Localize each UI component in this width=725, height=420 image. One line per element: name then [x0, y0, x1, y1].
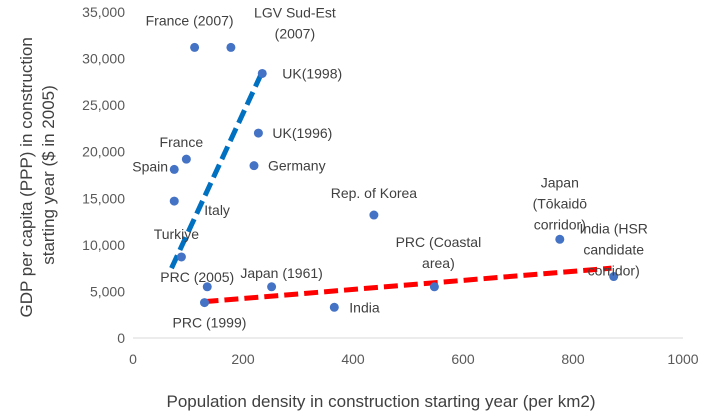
point-label-line: UK(1996) [272, 125, 332, 141]
y-axis-title-line-2: starting year ($ in 2005) [39, 85, 58, 265]
point-label-line: candidate [583, 242, 644, 258]
data-point [249, 161, 259, 171]
point-label-line: PRC (Coastal [396, 234, 482, 250]
point-label-line: France (2007) [146, 12, 234, 28]
point-label: Rep. of Korea [331, 185, 418, 201]
data-point [253, 128, 263, 138]
point-label-line: LGV Sud-Est [254, 4, 336, 20]
y-tick-label: 15,000 [82, 190, 125, 206]
x-tick-label: 800 [561, 351, 585, 367]
point-label-line: Rep. of Korea [331, 185, 418, 201]
data-point [202, 282, 212, 292]
data-point [226, 42, 236, 52]
point-label-line: area) [422, 255, 455, 271]
y-axis-title-line-1: GDP per capita (PPP) in construction [17, 37, 36, 317]
x-tick-labels: 0 200 400 600 800 1000 [129, 351, 699, 367]
point-label-line: France [160, 134, 204, 150]
data-point [169, 196, 179, 206]
x-axis-title: Population density in construction start… [167, 392, 596, 411]
x-tick-label: 400 [341, 351, 365, 367]
data-point [190, 42, 200, 52]
point-label: PRC (2005) [160, 269, 234, 285]
point-label: Turkiye [154, 226, 200, 242]
point-label-line: PRC (2005) [160, 269, 234, 285]
point-label: France [160, 134, 204, 150]
trendline [204, 265, 612, 305]
y-tick-label: 35,000 [82, 4, 125, 20]
point-label: Japan (1961) [240, 265, 323, 281]
point-label-line: corridor) [534, 216, 586, 232]
data-point [200, 298, 209, 308]
point-label: Spain [132, 158, 168, 174]
trendlines [169, 74, 612, 305]
data-point [429, 282, 439, 292]
data-point [609, 272, 619, 282]
y-tick-label: 0 [117, 330, 125, 346]
x-tick-label: 600 [451, 351, 475, 367]
point-label: Japan (Tōkaidō corridor) [533, 174, 588, 232]
point-label: France (2007) [146, 12, 234, 28]
data-point [181, 154, 191, 164]
data-point [369, 210, 379, 220]
y-tick-label: 25,000 [82, 97, 125, 113]
point-label-line: corridor) [588, 263, 640, 279]
data-point [555, 234, 565, 244]
point-label: PRC (Coastal area) [396, 234, 482, 271]
point-label-line: Japan (1961) [240, 265, 323, 281]
y-tick-label: 20,000 [82, 144, 125, 160]
y-tick-label: 5,000 [90, 283, 125, 299]
point-label-line: India [349, 299, 380, 315]
y-tick-label: 30,000 [82, 51, 125, 67]
point-label: LGV Sud-Est (2007) [254, 4, 336, 41]
point-label-line: (2007) [275, 25, 315, 41]
point-label-line: Germany [268, 158, 326, 174]
point-label-line: Spain [132, 158, 168, 174]
point-label: UK(1996) [272, 125, 332, 141]
point-label: Italy [204, 202, 230, 218]
data-point [257, 68, 267, 78]
point-label: UK(1998) [282, 65, 342, 81]
point-label-line: PRC (1999) [173, 315, 247, 331]
y-tick-label: 10,000 [82, 237, 125, 253]
data-point [329, 302, 339, 312]
point-label: India (HSR candidate corridor) [579, 221, 647, 279]
point-label-line: Turkiye [154, 226, 200, 242]
data-point [176, 252, 186, 262]
y-axis-title: GDP per capita (PPP) in construction sta… [17, 32, 58, 317]
point-label-line: Italy [204, 202, 230, 218]
x-tick-label: 200 [231, 351, 255, 367]
x-tick-label: 1000 [667, 351, 698, 367]
point-label: India [349, 299, 380, 315]
point-label: Germany [268, 158, 326, 174]
point-label-line: Japan [541, 174, 579, 190]
trendline [169, 74, 263, 270]
point-label-line: (Tōkaidō [533, 195, 588, 211]
data-point [267, 282, 277, 292]
y-tick-labels: 0 5,000 10,000 15,000 20,000 25,000 30,000 35,0… [82, 4, 125, 346]
point-label-line: UK(1998) [282, 65, 342, 81]
point-labels: France (2007) LGV Sud-Est (2007) UK(1998) UK… [132, 4, 648, 330]
data-points [169, 42, 619, 312]
point-label: PRC (1999) [173, 315, 247, 331]
data-point [169, 164, 179, 174]
point-label-line: India (HSR [579, 221, 647, 237]
x-tick-label: 0 [129, 351, 137, 367]
